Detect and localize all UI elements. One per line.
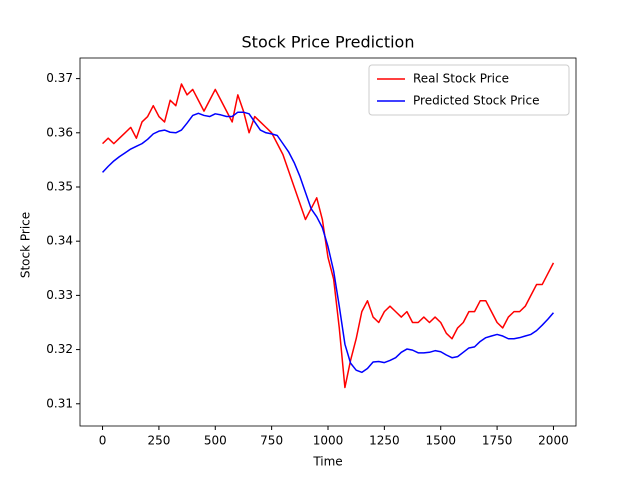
x-tick-label: 1000 [313,434,344,448]
x-tick-label: 0 [99,434,107,448]
x-tick-label: 1750 [482,434,513,448]
x-axis-label: Time [312,455,342,469]
x-tick-label: 250 [147,434,170,448]
y-tick-label: 0.33 [46,288,73,302]
y-tick-label: 0.32 [46,342,73,356]
legend-label: Real Stock Price [413,72,509,86]
y-tick-label: 0.37 [46,71,73,85]
y-tick-label: 0.31 [46,396,73,410]
y-tick-label: 0.34 [46,234,73,248]
x-tick-label: 750 [260,434,283,448]
series-line [102,111,555,374]
y-axis-label: Stock Price [19,212,33,278]
plot-frame [79,57,577,427]
series-line [102,83,555,389]
legend-label: Predicted Stock Price [413,94,539,108]
y-tick-label: 0.36 [46,125,73,139]
x-tick-label: 1500 [425,434,456,448]
chart-title: Stock Price Prediction [242,33,415,52]
y-tick-label: 0.35 [46,179,73,193]
x-tick-label: 2000 [538,434,569,448]
x-tick-label: 500 [204,434,227,448]
x-tick-label: 1250 [369,434,400,448]
legend-box [368,64,570,116]
